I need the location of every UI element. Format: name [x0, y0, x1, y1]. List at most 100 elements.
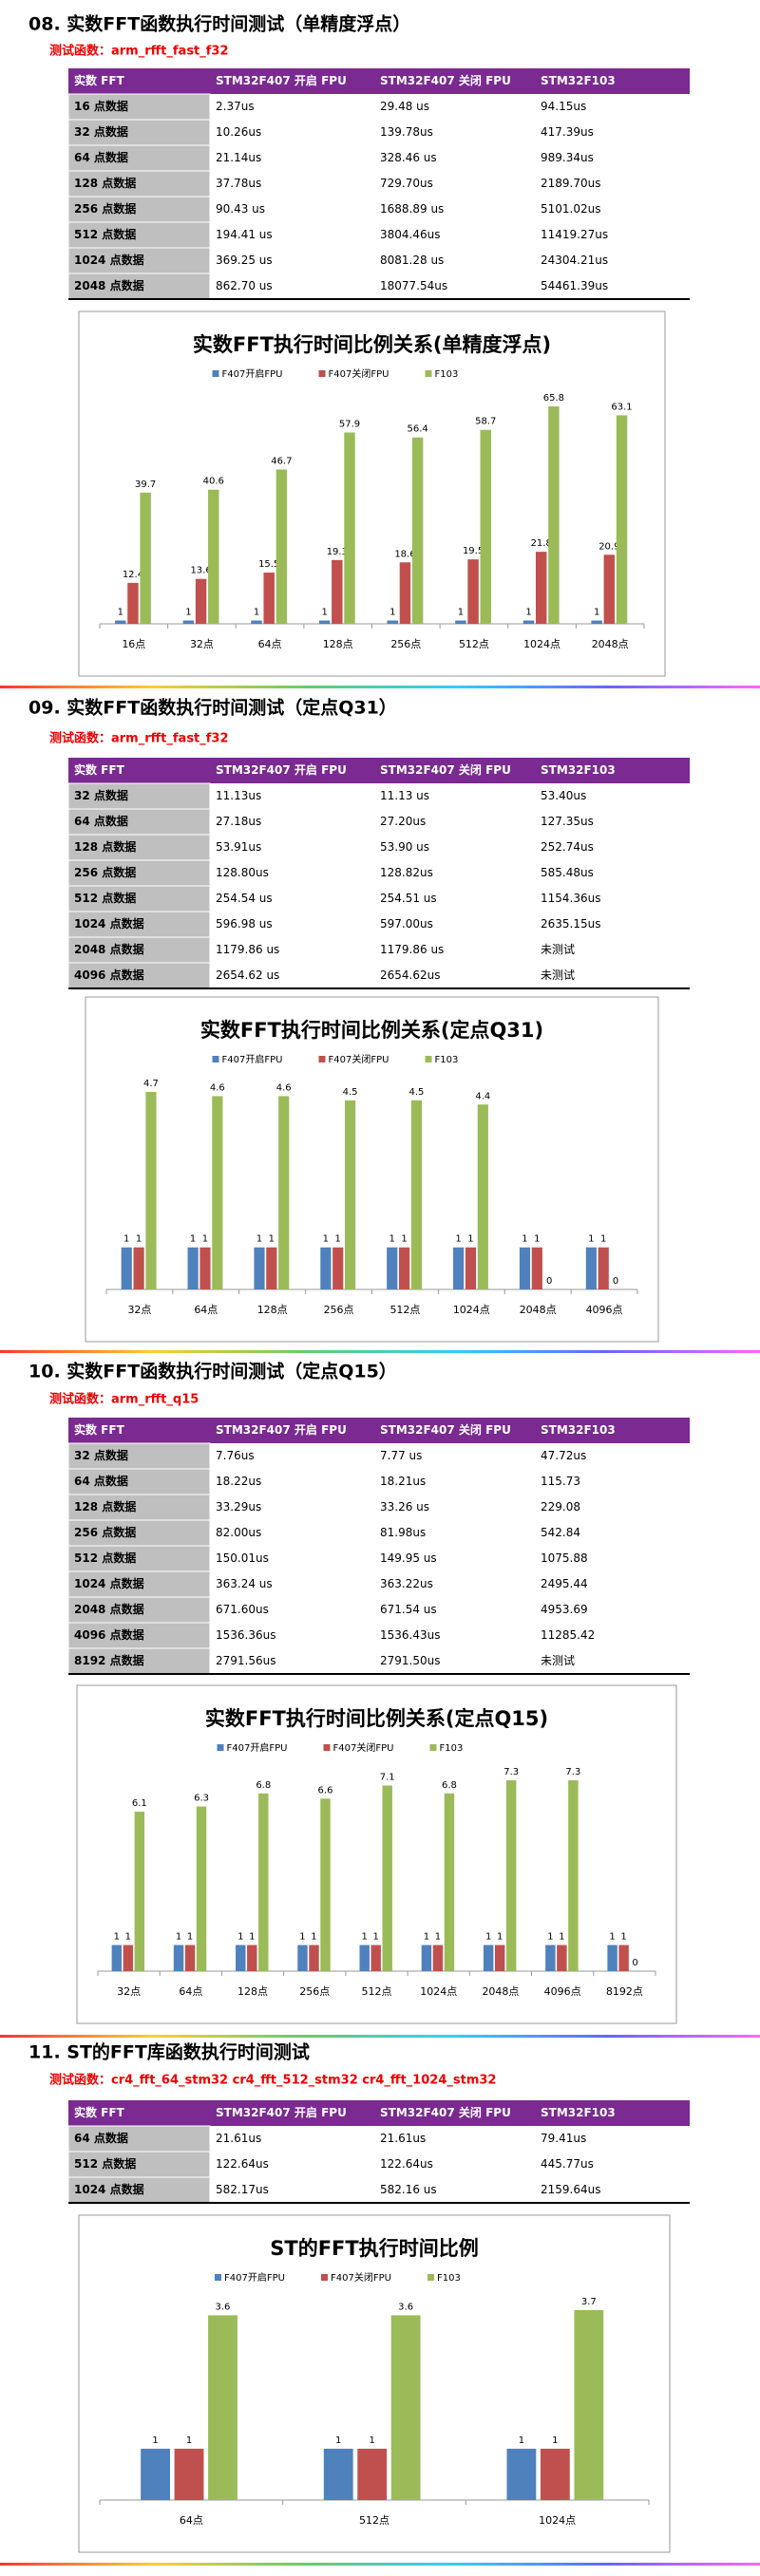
table-header-cell: 实数 FFT	[74, 762, 125, 777]
row-label-bg	[67, 1545, 211, 1572]
table-cell: 128 点数据	[74, 839, 136, 854]
bar	[344, 1100, 356, 1289]
value-label: 46.7	[271, 456, 292, 466]
value-label: 1	[522, 1234, 527, 1245]
bar	[387, 1247, 398, 1289]
value-label: 0	[632, 1958, 637, 1968]
bar	[390, 2315, 421, 2500]
table-cell: 1536.36us	[216, 1628, 276, 1642]
table-cell: 2.37us	[216, 100, 255, 113]
table-cell: 2791.56us	[216, 1654, 276, 1667]
value-label: 1	[620, 1931, 626, 1942]
table-header-bg	[68, 1418, 690, 1443]
table-cell: 582.17us	[216, 2183, 269, 2196]
row-label-bg	[67, 2151, 211, 2178]
value-label: 12.4	[123, 570, 143, 580]
test-function: 测试函数：arm_rfft_fast_f32	[49, 44, 229, 59]
value-label: 1	[335, 2435, 341, 2446]
table-cell: 11285.42	[541, 1628, 595, 1642]
value-label: 1	[321, 608, 327, 618]
bar	[208, 489, 219, 624]
bar	[187, 1247, 199, 1289]
value-label: 1	[497, 1931, 503, 1942]
section-divider	[0, 686, 760, 688]
category-label: 32点	[127, 1304, 151, 1316]
table-cell: 128 点数据	[74, 176, 136, 190]
test-function: 测试函数：arm_rfft_fast_f32	[49, 731, 229, 746]
legend-swatch	[217, 1744, 224, 1751]
row-label-bg	[67, 1468, 211, 1495]
category-label: 4096点	[544, 1985, 581, 1998]
table-cell: 21.14us	[216, 151, 261, 164]
table-cell: 4096 点数据	[74, 1627, 144, 1642]
row-label-bg	[67, 808, 211, 836]
table-header-cell: STM32F407 开启 FPU	[216, 2105, 347, 2119]
row-label-bg	[67, 834, 211, 861]
bar	[174, 2448, 204, 2500]
bar	[382, 1785, 392, 1971]
table-cell: 128 点数据	[74, 1499, 136, 1514]
bar	[134, 1812, 145, 1971]
bar	[133, 1247, 144, 1289]
value-label: 4.4	[475, 1091, 490, 1101]
table-cell: 2159.64us	[541, 2183, 600, 2196]
value-label: 1	[534, 1234, 540, 1245]
bar	[455, 620, 466, 624]
value-label: 20.9	[598, 541, 619, 552]
table-header-cell: 实数 FFT	[74, 73, 125, 87]
value-label: 7.1	[380, 1773, 395, 1783]
row-label-bg	[67, 1570, 211, 1598]
table-cell: 671.60us	[216, 1603, 269, 1616]
bar	[421, 1945, 432, 1971]
table-cell: 64 点数据	[74, 814, 128, 828]
table-cell: 53.91us	[216, 840, 261, 854]
table-cell: 445.77us	[541, 2157, 594, 2171]
table-cell: 32 点数据	[74, 788, 128, 802]
value-label: 4.6	[276, 1082, 292, 1093]
value-label: 4.6	[210, 1082, 225, 1093]
value-label: 1	[299, 1931, 305, 1942]
section-title: 08. 实数FFT函数执行时间测试（单精度浮点）	[28, 13, 410, 35]
category-label: 512点	[390, 1304, 420, 1316]
category-label: 256点	[299, 1985, 330, 1998]
legend-label: F407关闭FPU	[329, 1053, 390, 1065]
legend-swatch	[321, 2274, 328, 2281]
value-label: 1	[525, 608, 531, 618]
value-label: 6.8	[256, 1780, 271, 1791]
bar	[140, 492, 151, 624]
row-label-bg	[67, 911, 211, 938]
legend-swatch	[318, 370, 326, 377]
chart-title: 实数FFT执行时间比例关系(定点Q31)	[200, 1019, 543, 1042]
bar	[506, 2448, 537, 2500]
bar	[247, 1945, 257, 1971]
table-cell: 2048 点数据	[74, 942, 144, 956]
legend-label: F407关闭FPU	[329, 367, 390, 380]
table-cell: 18077.54us	[380, 279, 447, 292]
value-label: 63.1	[611, 402, 632, 412]
value-label: 3.7	[581, 2297, 597, 2307]
value-label: 1	[485, 1931, 491, 1942]
value-label: 3.6	[216, 2302, 231, 2312]
legend-label: F407开启FPU	[224, 2271, 285, 2284]
bar	[444, 1793, 455, 1971]
bar	[332, 559, 343, 624]
table-cell: 115.73	[541, 1475, 580, 1488]
table-cell: 128.82us	[380, 866, 433, 879]
value-label: 1	[609, 1931, 615, 1942]
table-cell: 671.54 us	[380, 1603, 437, 1616]
legend-swatch	[323, 1744, 331, 1751]
row-label-bg	[67, 119, 211, 146]
table-cell: 2495.44	[541, 1577, 588, 1590]
table-cell: 未测试	[541, 1653, 575, 1667]
category-label: 1024点	[539, 2514, 576, 2527]
row-label-bg	[67, 936, 211, 964]
legend-label: F407关闭FPU	[333, 1741, 394, 1754]
table-header-cell: 实数 FFT	[74, 1422, 125, 1437]
table-cell: 11.13us	[216, 789, 261, 802]
bar	[212, 1096, 223, 1289]
value-label: 58.7	[475, 417, 496, 427]
table-header-cell: STM32F103	[541, 1423, 616, 1437]
section-title: 11. ST的FFT库函数执行时间测试	[28, 2041, 310, 2063]
table-cell: 47.72us	[541, 1449, 586, 1462]
value-label: 1	[390, 608, 395, 618]
